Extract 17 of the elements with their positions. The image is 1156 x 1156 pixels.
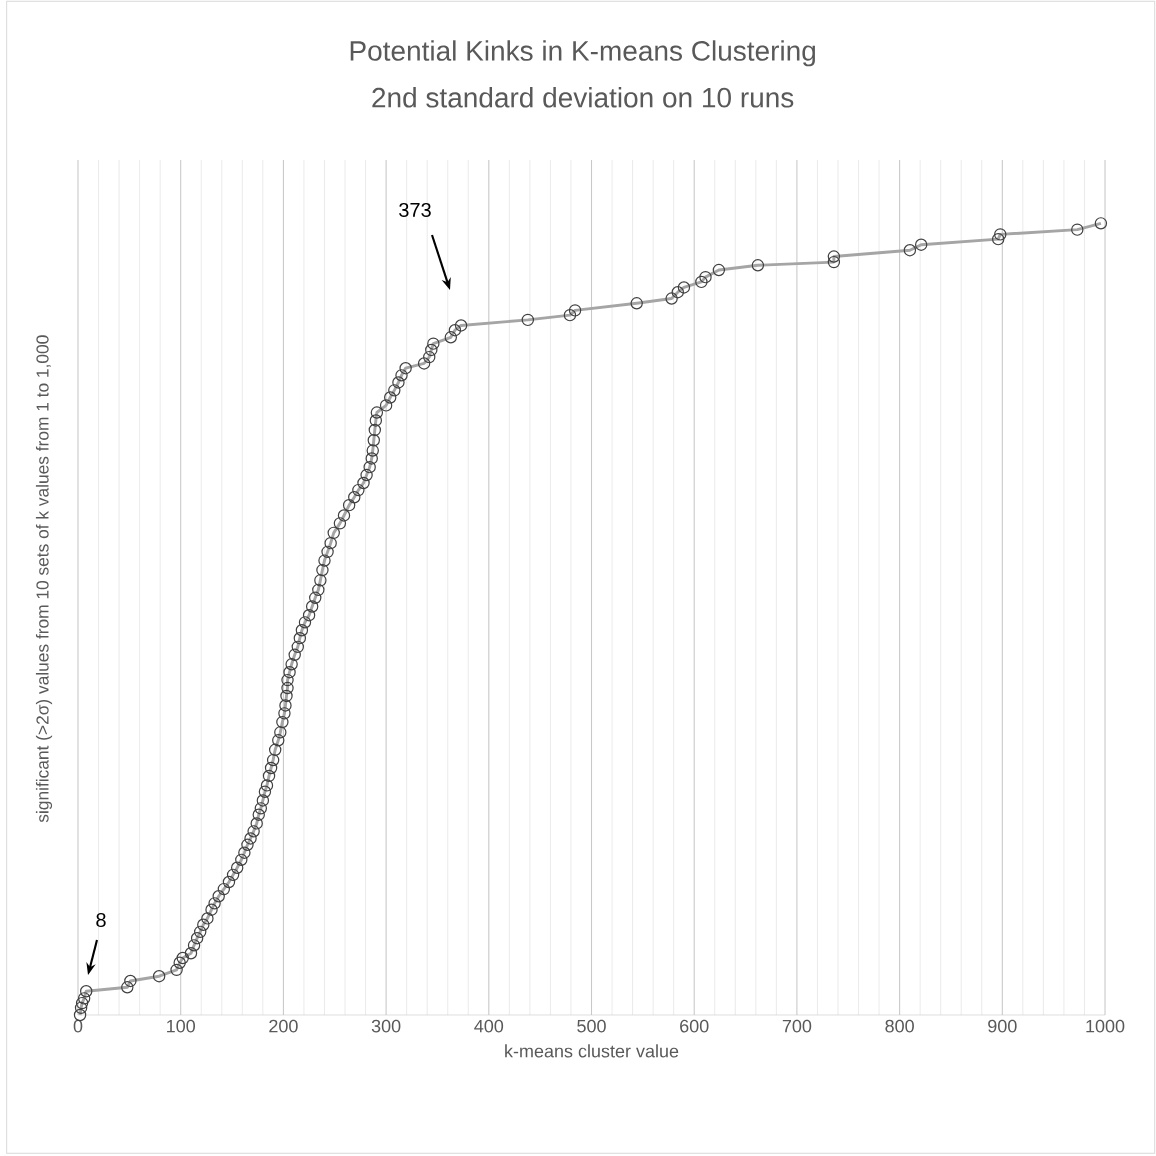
chart-title: Potential Kinks in K-means Clustering: [350, 40, 815, 67]
x-tick-label: 0: [73, 1019, 83, 1033]
x-tick-label: 900: [988, 1019, 1017, 1033]
x-tick-label: 600: [680, 1019, 709, 1033]
x-axis-title: k-means cluster value: [505, 1044, 679, 1058]
x-tick-label: 1000: [1086, 1019, 1125, 1033]
x-tick-label: 500: [577, 1019, 606, 1033]
x-tick-label: 400: [474, 1019, 504, 1033]
text: 373: [399, 202, 431, 218]
x-tick-label: 100: [167, 1019, 196, 1033]
annotation: 8: [96, 912, 106, 928]
x-tick-label: 300: [371, 1019, 401, 1033]
x-tick-label: 800: [885, 1019, 914, 1033]
x-tick-label: 700: [782, 1019, 812, 1033]
chart-subtitle: 2nd standard deviation on 10 runs: [372, 87, 794, 108]
y-axis-title: significant (>2σ) values from 10 sets of k values from 1 to 1,000: [35, 335, 53, 823]
x-tick-label: 200: [269, 1019, 298, 1033]
